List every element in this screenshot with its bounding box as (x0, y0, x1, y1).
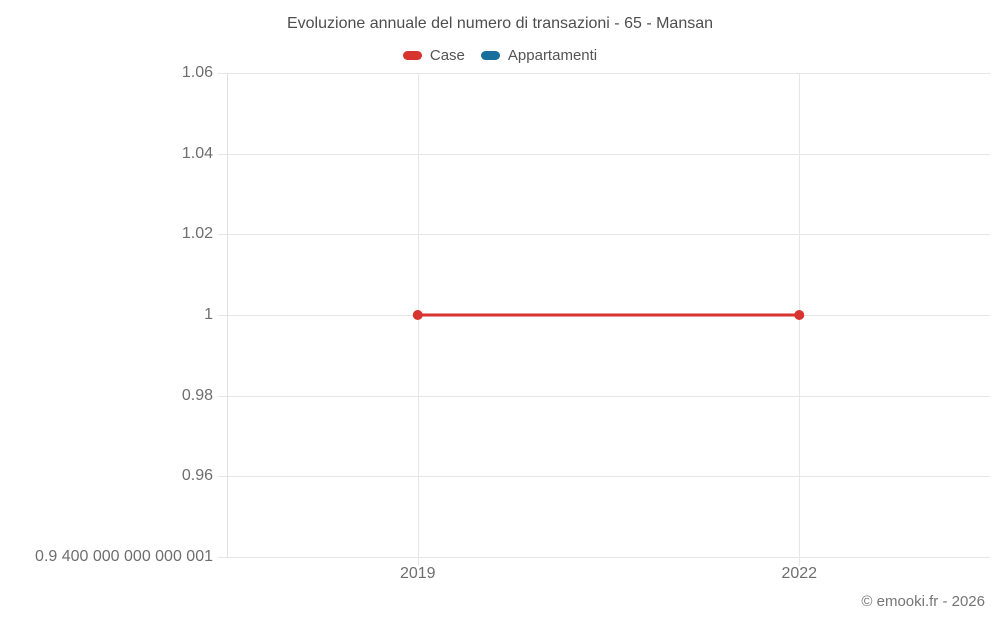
legend-item[interactable]: Case (402, 46, 465, 64)
gridline-horizontal (218, 395, 990, 397)
y-tick-label: 1 (204, 306, 213, 323)
data-point[interactable] (794, 310, 805, 320)
y-tick-label: 0.9 400 000 000 000 001 (35, 548, 213, 565)
legend-swatch-icon (402, 50, 422, 60)
gridline-horizontal (218, 476, 990, 478)
gridline-horizontal (218, 73, 990, 74)
legend: Case Appartamenti (0, 45, 1000, 65)
gridline-horizontal (218, 153, 990, 155)
plot-area (218, 73, 990, 566)
legend-swatch-icon (480, 50, 500, 60)
gridline-horizontal (218, 234, 990, 236)
y-tick-label: 1.02 (181, 225, 213, 243)
x-tick-label: 2019 (399, 565, 436, 582)
data-point[interactable] (412, 310, 423, 320)
gridline-horizontal (218, 557, 990, 558)
y-tick-label: 1.04 (181, 144, 213, 162)
series-layer (412, 310, 805, 320)
y-tick-label: 0.96 (181, 467, 213, 485)
copyright-text: © emooki.fr - 2026 (861, 593, 985, 610)
y-tick-label: 0.98 (181, 386, 213, 404)
y-axis-labels: 1.06 1.04 1.02 1 0.98 0.96 0.9 400 000 000 000… (0, 64, 213, 565)
chart-title: Evoluzione annuale del numero di transaz… (286, 15, 714, 32)
y-tick-label: 1.06 (181, 64, 213, 81)
x-axis-labels: 2019 2022 (227, 565, 990, 587)
y-axis-line (227, 73, 228, 557)
legend-item[interactable]: Appartamenti (480, 46, 598, 64)
legend-label: Case (429, 46, 465, 64)
x-tick-label: 2022 (781, 565, 818, 582)
legend-label: Appartamenti (507, 46, 598, 64)
